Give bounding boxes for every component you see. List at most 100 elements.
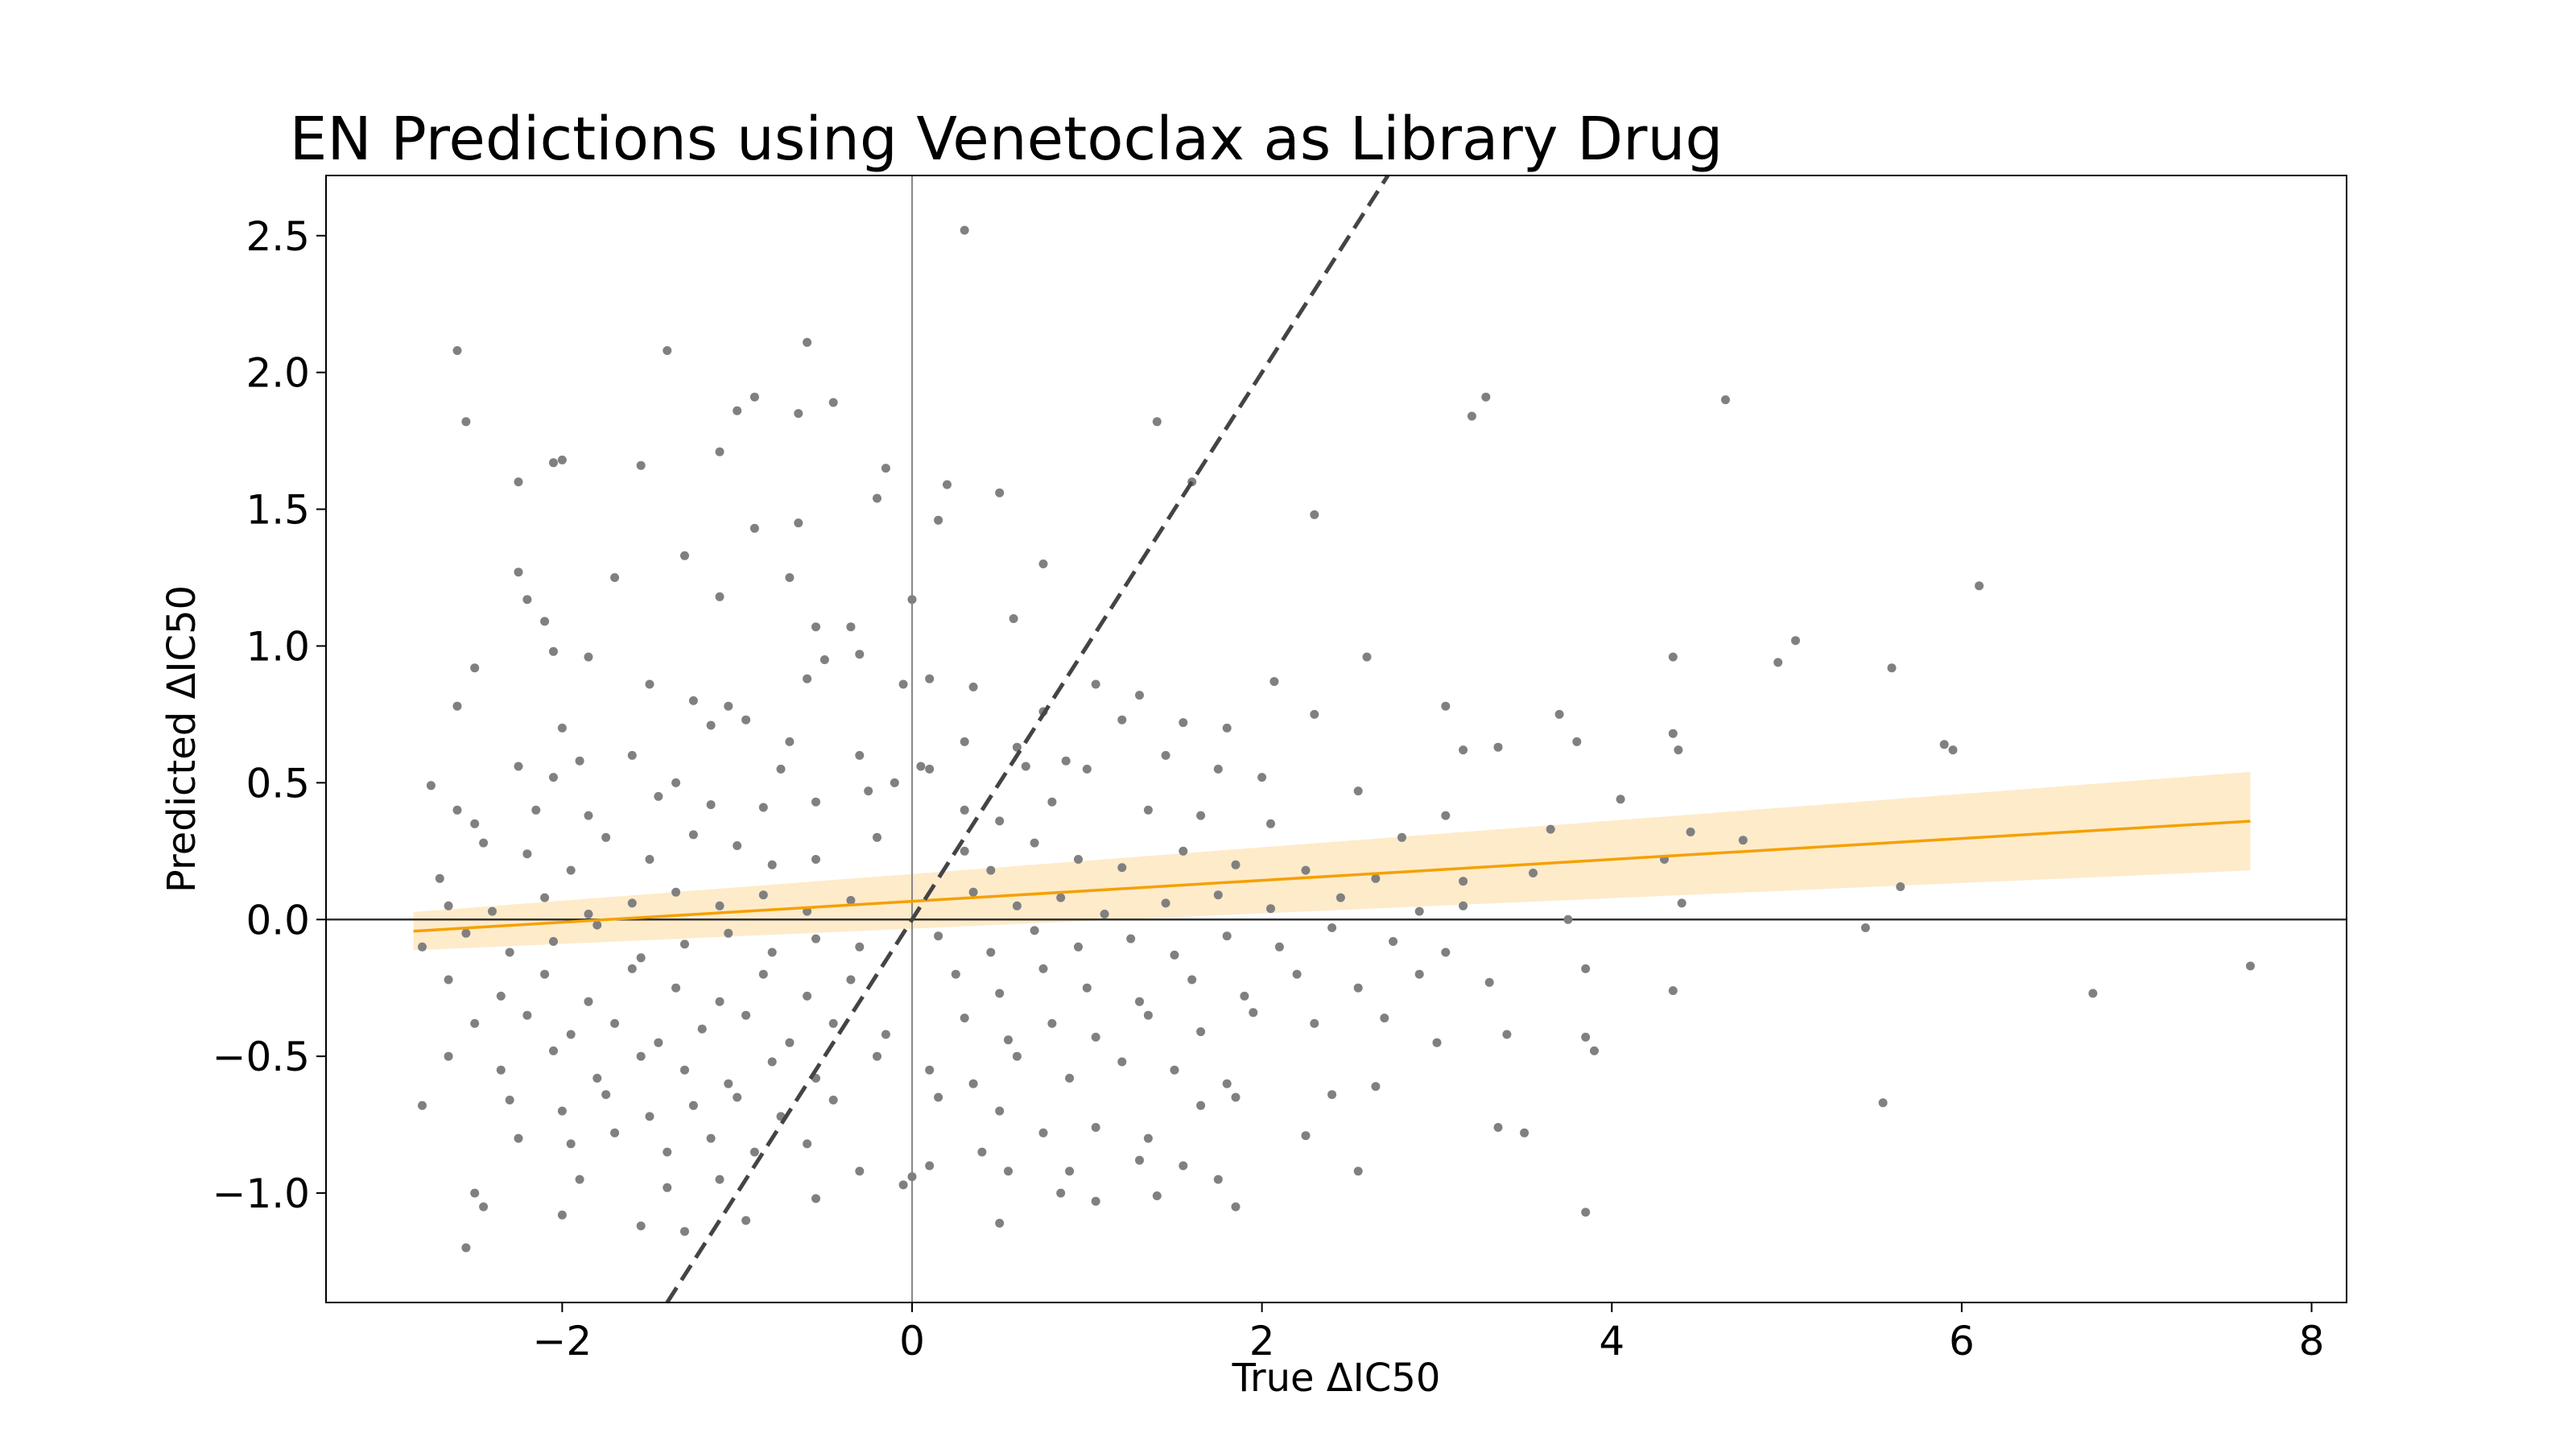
data-point [514, 1133, 523, 1143]
data-point [995, 816, 1005, 826]
data-point [435, 873, 444, 883]
data-point [1091, 679, 1100, 689]
x-axis: −2 0 2 4 6 8 [533, 1302, 2324, 1364]
data-point [1012, 901, 1022, 910]
data-point [418, 1100, 427, 1110]
data-point [1257, 773, 1267, 782]
plot-area [325, 174, 2347, 1304]
data-point [1231, 1092, 1241, 1102]
data-point [1353, 983, 1363, 993]
data-point [1546, 824, 1555, 834]
data-point [1117, 715, 1127, 724]
data-point [531, 805, 541, 815]
data-point [1152, 417, 1162, 427]
data-point [627, 964, 637, 973]
data-point [855, 1166, 865, 1176]
data-point [1240, 991, 1249, 1001]
data-point [688, 830, 698, 840]
data-point [671, 887, 681, 897]
data-point [1091, 1123, 1100, 1132]
data-point [1047, 1018, 1057, 1028]
x-tick-label: −2 [533, 1318, 592, 1364]
data-point [514, 477, 523, 487]
data-point [1668, 986, 1678, 996]
data-point [715, 447, 724, 456]
data-point [1441, 947, 1451, 957]
data-point [951, 969, 960, 979]
data-point [636, 1221, 646, 1231]
y-axis: −1.0 −0.5 0.0 0.5 1.0 1.5 2.0 2.5 [213, 213, 326, 1217]
data-point [706, 1133, 716, 1143]
y-tick-label: 1.5 [246, 487, 310, 534]
data-point [749, 523, 759, 533]
data-point [1269, 677, 1279, 687]
data-point [925, 1065, 935, 1075]
data-point [1213, 890, 1223, 900]
data-point [767, 860, 777, 869]
data-point [1668, 729, 1678, 738]
data-point [1738, 836, 1748, 845]
data-point [1082, 983, 1092, 993]
data-point [916, 762, 926, 771]
data-point [1266, 819, 1275, 828]
data-point [1030, 926, 1039, 935]
data-point [873, 1051, 881, 1061]
data-point [741, 1010, 751, 1020]
data-point [636, 1051, 646, 1061]
data-point [846, 896, 856, 905]
data-point [549, 773, 558, 782]
data-point [1467, 411, 1476, 421]
data-point [749, 392, 759, 402]
data-point [1677, 898, 1686, 908]
data-point [1520, 1128, 1530, 1137]
data-point [794, 409, 803, 419]
data-point [995, 989, 1005, 998]
data-point [1397, 832, 1406, 842]
data-point [968, 1079, 978, 1088]
data-point [592, 1073, 602, 1083]
y-tick-label: −1.0 [213, 1170, 310, 1217]
data-point [444, 1051, 453, 1061]
data-point [540, 617, 550, 626]
data-point [1554, 709, 1564, 719]
data-point [680, 1227, 689, 1236]
confidence-band-layer [413, 771, 2251, 951]
data-point [549, 646, 558, 656]
data-point [470, 819, 480, 828]
data-point [1030, 838, 1039, 848]
data-point [1335, 893, 1345, 902]
data-point [890, 778, 899, 787]
data-point [645, 1112, 654, 1121]
data-point [1310, 1018, 1319, 1028]
data-point [1674, 745, 1683, 755]
data-point [1117, 1057, 1127, 1067]
data-point [1065, 1166, 1075, 1176]
data-point [1065, 1073, 1075, 1083]
chart-title: EN Predictions using Venetoclax as Libra… [290, 105, 1724, 174]
data-point [785, 573, 795, 582]
data-point [1459, 745, 1468, 755]
identity-line [665, 174, 1390, 1304]
data-point [925, 674, 935, 683]
data-point [855, 750, 865, 760]
data-point [1310, 510, 1319, 519]
data-point [2246, 961, 2255, 971]
data-point [1187, 975, 1197, 985]
data-point [960, 805, 969, 815]
data-point [452, 346, 462, 355]
data-point [584, 811, 593, 820]
data-point [1004, 1035, 1013, 1045]
data-point [1222, 931, 1232, 941]
data-point [680, 1065, 689, 1075]
data-point [1170, 950, 1179, 960]
data-point [873, 832, 881, 842]
data-point [1975, 581, 1984, 591]
data-point [803, 337, 812, 347]
data-point [549, 937, 558, 946]
y-tick-label: 2.0 [246, 350, 310, 397]
data-point [1213, 764, 1223, 774]
data-point [1773, 658, 1783, 667]
data-point [960, 846, 969, 856]
data-point [934, 1092, 943, 1102]
data-point [1249, 1008, 1258, 1018]
